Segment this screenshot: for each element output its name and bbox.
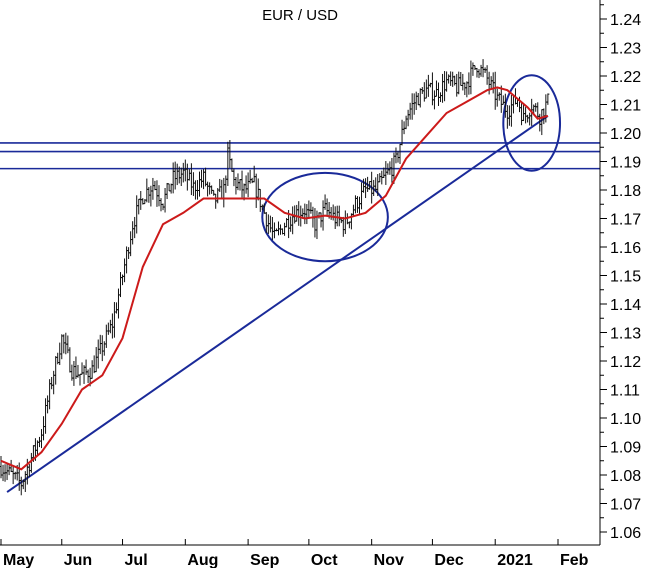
x-tick-label: Aug (187, 552, 218, 568)
y-tick-label: 1.23 (610, 41, 641, 58)
chart-title: EUR / USD (262, 7, 338, 24)
y-tick-label: 1.08 (610, 468, 641, 485)
x-tick-label: Jun (64, 552, 92, 568)
moving-average-series (0, 86, 549, 471)
x-tick-label: Sep (250, 552, 280, 568)
y-tick-label: 1.07 (610, 497, 641, 514)
x-tick-label: Nov (374, 552, 404, 568)
x-tick-label: May (3, 552, 34, 568)
y-tick-label: 1.21 (610, 98, 641, 115)
y-tick-label: 1.24 (610, 12, 641, 29)
x-tick-label: Jul (125, 552, 148, 568)
price-series (0, 59, 550, 496)
y-tick-label: 1.20 (610, 126, 641, 143)
y-tick-label: 1.17 (610, 212, 641, 229)
y-tick-label: 1.12 (610, 354, 641, 371)
y-tick-label: 1.13 (610, 326, 641, 343)
trendline (6, 115, 549, 493)
y-tick-label: 1.15 (610, 269, 641, 286)
y-tick-label: 1.14 (610, 297, 641, 314)
y-tick-label: 1.16 (610, 240, 641, 257)
y-tick-label: 1.06 (610, 525, 641, 542)
y-tick-label: 1.19 (610, 155, 641, 172)
moving-average-line (0, 86, 549, 471)
highlight-ellipse (502, 74, 562, 172)
y-tick-label: 1.09 (610, 440, 641, 457)
y-tick-label: 1.18 (610, 183, 641, 200)
x-tick-label: Oct (311, 552, 338, 568)
highlight-ellipse (261, 171, 389, 263)
x-tick-label: 2021 (497, 552, 533, 568)
y-tick-label: 1.10 (610, 411, 641, 428)
x-tick-label: Dec (434, 552, 463, 568)
x-tick-label: Feb (560, 552, 589, 568)
axes-layer: 1.06 1.07 1.08 1.09 1.10 1.11 1.12 1.13 1.14 1.15… (0, 0, 641, 569)
annotation-layer (0, 74, 600, 493)
y-tick-label: 1.11 (610, 383, 640, 400)
y-tick-label: 1.22 (610, 69, 641, 86)
